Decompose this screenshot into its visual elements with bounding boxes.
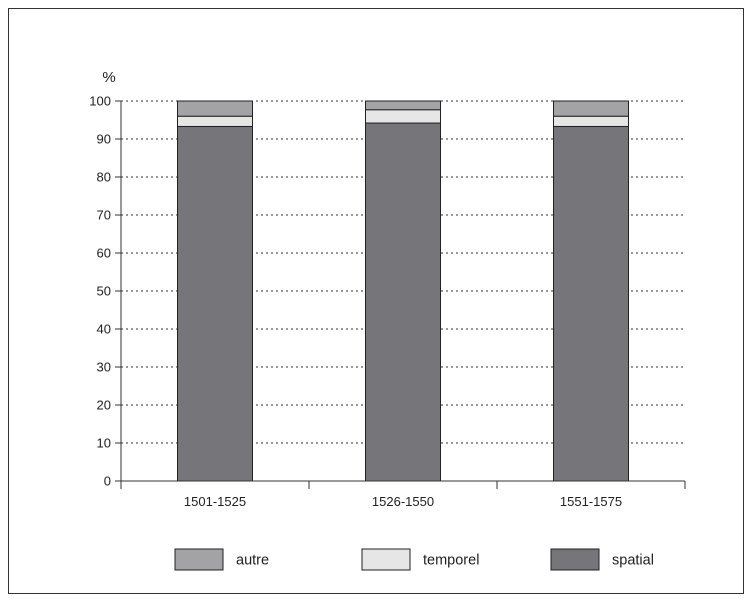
legend-swatch-temporel <box>361 548 411 571</box>
x-axis: 1501-1525 1526-1550 1551-1575 <box>120 480 686 509</box>
y-tick-label: 30 <box>97 360 111 375</box>
legend: autre temporel spatial <box>174 548 654 571</box>
legend-swatch-spatial <box>550 548 600 571</box>
y-tick-label: 50 <box>97 284 111 299</box>
y-tick-label: 10 <box>97 436 111 451</box>
x-tick-label: 1526-1550 <box>372 494 434 509</box>
y-tick-label: 40 <box>97 322 111 337</box>
y-axis-unit-label: % <box>102 69 115 86</box>
legend-swatch-autre <box>174 548 224 571</box>
y-tick-label: 20 <box>97 398 111 413</box>
bar-segment-spatial <box>365 122 441 482</box>
bar-segment-temporel <box>177 115 253 127</box>
y-tick-label: 0 <box>104 474 111 489</box>
legend-label-temporel: temporel <box>423 553 479 569</box>
y-tick-label: 80 <box>97 170 111 185</box>
bar-segment-autre <box>553 100 629 117</box>
y-tick-label: 60 <box>97 246 111 261</box>
bar-segment-spatial <box>177 125 253 482</box>
bar-segment-autre <box>177 100 253 117</box>
bar-segment-autre <box>365 100 441 111</box>
y-axis: 0 10 20 30 40 50 60 70 80 90 100 <box>89 94 122 489</box>
x-tick-label: 1501-1525 <box>184 494 246 509</box>
chart-frame: % 0 10 20 30 40 50 60 70 80 90 100 1501-1525 1526-1… <box>8 8 744 594</box>
legend-label-autre: autre <box>236 553 269 569</box>
bars <box>177 100 629 482</box>
stacked-bar-chart: % 0 10 20 30 40 50 60 70 80 90 100 1501-1525 1526-1… <box>89 69 686 571</box>
bar-segment-temporel <box>365 109 441 124</box>
bar-segment-temporel <box>553 115 629 127</box>
legend-label-spatial: spatial <box>612 553 654 569</box>
bar-segment-spatial <box>553 125 629 482</box>
y-tick-label: 100 <box>89 94 111 109</box>
y-tick-label: 70 <box>97 208 111 223</box>
x-tick-label: 1551-1575 <box>560 494 622 509</box>
y-tick-label: 90 <box>97 132 111 147</box>
